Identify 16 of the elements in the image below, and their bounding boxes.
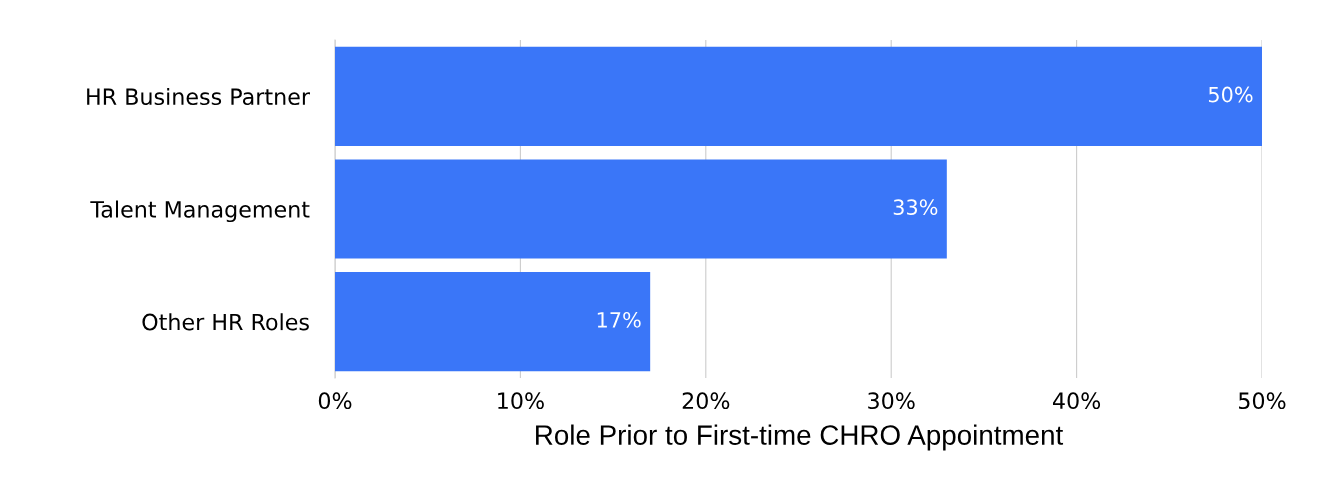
y-tick-label: Talent Management: [90, 200, 310, 223]
x-tick-label: 10%: [498, 392, 544, 410]
x-tick-label: 40%: [1052, 392, 1101, 410]
bar: [335, 272, 651, 372]
data-label: 17%: [597, 311, 641, 328]
data-label: 50%: [1208, 86, 1253, 103]
x-tick-label: 30%: [868, 392, 915, 410]
x-tick-label: 20%: [682, 392, 730, 410]
x-tick-label: 0%: [318, 392, 352, 410]
data-label: 33%: [893, 199, 938, 216]
x-axis-title: Role Prior to First-time CHRO Appointment: [536, 424, 1064, 451]
x-tick-label: 50%: [1239, 392, 1286, 410]
y-tick-label: HR Business Partner: [87, 87, 311, 106]
bar: [335, 159, 947, 259]
bar: [335, 46, 1262, 146]
y-tick-label: Other HR Roles: [142, 313, 309, 331]
